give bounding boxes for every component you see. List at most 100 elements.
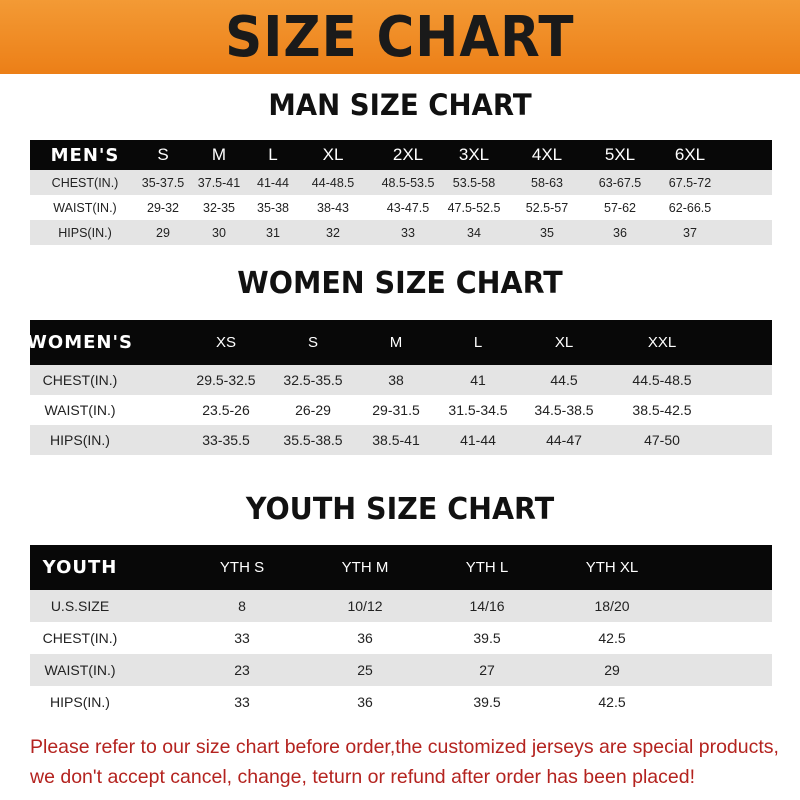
- table-cell: 43-47.5: [386, 200, 430, 215]
- table-cell: 29: [604, 662, 620, 678]
- table-cell: 30: [212, 225, 226, 240]
- table-cell: 39.5: [473, 630, 501, 646]
- table-cell: 34: [467, 225, 481, 240]
- table-header-row: WOMEN'S XS S M L XL XXL: [27, 320, 772, 365]
- table-cell: 42.5: [598, 694, 626, 710]
- row-label: U.S.SIZE: [50, 598, 110, 614]
- table-row: WAIST(IN.) 23 25 27 29: [30, 654, 772, 686]
- table-cell: M: [389, 334, 403, 351]
- table-cell: 29: [156, 225, 170, 240]
- table-cell: 29.5-32.5: [196, 372, 256, 388]
- row-label: WOMEN'S: [27, 332, 133, 353]
- table-row: CHEST(IN.) 29.5-32.5 32.5-35.5 38 41 44.5 44.5…: [30, 365, 772, 395]
- table-cell: 33: [401, 225, 415, 240]
- table-cell: 35: [540, 225, 554, 240]
- table-cell: 18/20: [594, 598, 630, 614]
- table-cell: 23.5-26: [202, 402, 250, 418]
- table-cell: 6XL: [674, 145, 706, 164]
- table-cell: 39.5: [473, 694, 501, 710]
- table-cell: 26-29: [295, 402, 331, 418]
- table-cell: 62-66.5: [668, 200, 712, 215]
- banner: SIZE CHART: [0, 0, 800, 74]
- table-cell: XL: [554, 334, 574, 351]
- table-cell: 31: [266, 225, 280, 240]
- table-cell: YTH L: [465, 559, 509, 576]
- table-cell: 29-32: [147, 200, 179, 215]
- table-cell: 23: [234, 662, 250, 678]
- table-cell: 52.5-57: [525, 200, 569, 215]
- table-cell: 25: [357, 662, 373, 678]
- table-cell: 35-37.5: [141, 175, 185, 190]
- row-label: MEN'S: [50, 144, 120, 166]
- table-cell: 32: [326, 225, 340, 240]
- row-label: CHEST(IN.): [42, 372, 118, 388]
- row-label: CHEST(IN.): [51, 175, 119, 190]
- table-cell: 34.5-38.5: [534, 402, 594, 418]
- youth-size-table: YOUTH YTH S YTH M YTH L YTH XL U.S.SIZE 8 10/12…: [30, 545, 772, 718]
- table-cell: 8: [238, 598, 246, 614]
- table-cell: 37.5-41: [197, 175, 241, 190]
- table-cell: 67.5-72: [668, 175, 712, 190]
- table-cell: 32-35: [203, 200, 235, 215]
- table-cell: 5XL: [604, 145, 636, 164]
- table-cell: XXL: [647, 334, 677, 351]
- row-label: HIPS(IN.): [58, 225, 112, 240]
- table-cell: 44.5: [550, 372, 578, 388]
- table-cell: 27: [479, 662, 495, 678]
- table-cell: 35-38: [257, 200, 289, 215]
- table-cell: 33: [234, 630, 250, 646]
- row-label: CHEST(IN.): [42, 630, 118, 646]
- table-cell: S: [307, 334, 319, 351]
- table-cell: 41-44: [257, 175, 289, 190]
- notice-line-2: we don't accept cancel, change, teturn o…: [30, 766, 695, 788]
- table-row: U.S.SIZE 8 10/12 14/16 18/20: [30, 590, 772, 622]
- table-row: WAIST(IN.) 23.5-26 26-29 29-31.5 31.5-34.5 34…: [30, 395, 772, 425]
- women-chart-title: WOMEN SIZE CHART: [237, 266, 563, 301]
- table-header-row: YOUTH YTH S YTH M YTH L YTH XL: [30, 545, 772, 590]
- table-cell: 38.5-42.5: [632, 402, 692, 418]
- banner-title: SIZE CHART: [225, 4, 575, 70]
- women-size-table: WOMEN'S XS S M L XL XXL CHEST(IN.) 29.5-32.5 32.5…: [27, 320, 772, 455]
- table-cell: 33: [234, 694, 250, 710]
- table-row: CHEST(IN.) 35-37.5 37.5-41 41-44 44-48.5 48.5…: [30, 170, 772, 195]
- row-label: YOUTH: [42, 557, 118, 578]
- table-cell: YTH M: [341, 559, 389, 576]
- table-cell: 4XL: [531, 145, 563, 164]
- table-cell: 42.5: [598, 630, 626, 646]
- row-label: WAIST(IN.): [53, 200, 117, 215]
- table-row: HIPS(IN.) 33-35.5 35.5-38.5 38.5-41 41-44 44-…: [30, 425, 772, 455]
- table-cell: 10/12: [347, 598, 383, 614]
- table-cell: 14/16: [469, 598, 505, 614]
- table-cell: 33-35.5: [202, 432, 250, 448]
- table-cell: 36: [357, 630, 373, 646]
- table-cell: 47-50: [644, 432, 680, 448]
- table-row: CHEST(IN.) 33 36 39.5 42.5: [30, 622, 772, 654]
- table-cell: 38.5-41: [372, 432, 420, 448]
- table-cell: 31.5-34.5: [448, 402, 508, 418]
- men-chart-title: MAN SIZE CHART: [268, 88, 532, 122]
- table-cell: 47.5-52.5: [447, 200, 501, 215]
- table-cell: 44-47: [546, 432, 582, 448]
- table-cell: 3XL: [458, 145, 490, 164]
- table-cell: 32.5-35.5: [283, 372, 343, 388]
- table-cell: 58-63: [531, 175, 563, 190]
- table-cell: S: [157, 145, 169, 164]
- table-cell: 37: [683, 225, 697, 240]
- table-cell: 44-48.5: [311, 175, 355, 190]
- table-cell: 44.5-48.5: [632, 372, 692, 388]
- table-header-row: MEN'S S M L XL 2XL 3XL 4XL 5XL 6XL: [30, 140, 772, 170]
- table-cell: 53.5-58: [452, 175, 496, 190]
- row-label: HIPS(IN.): [50, 432, 110, 448]
- table-row: WAIST(IN.) 29-32 32-35 35-38 38-43 43-47.5 47.…: [30, 195, 772, 220]
- row-label: WAIST(IN.): [44, 402, 116, 418]
- table-cell: L: [268, 145, 278, 164]
- table-cell: 35.5-38.5: [283, 432, 343, 448]
- table-cell: 38: [388, 372, 404, 388]
- table-cell: XS: [215, 334, 237, 351]
- table-cell: YTH S: [219, 559, 265, 576]
- men-size-table: MEN'S S M L XL 2XL 3XL 4XL 5XL 6XL CHEST(IN.) 35-37…: [30, 140, 772, 245]
- table-cell: L: [473, 334, 483, 351]
- notice-line-1: Please refer to our size chart before or…: [30, 736, 779, 758]
- table-cell: 63-67.5: [598, 175, 642, 190]
- row-label: WAIST(IN.): [44, 662, 116, 678]
